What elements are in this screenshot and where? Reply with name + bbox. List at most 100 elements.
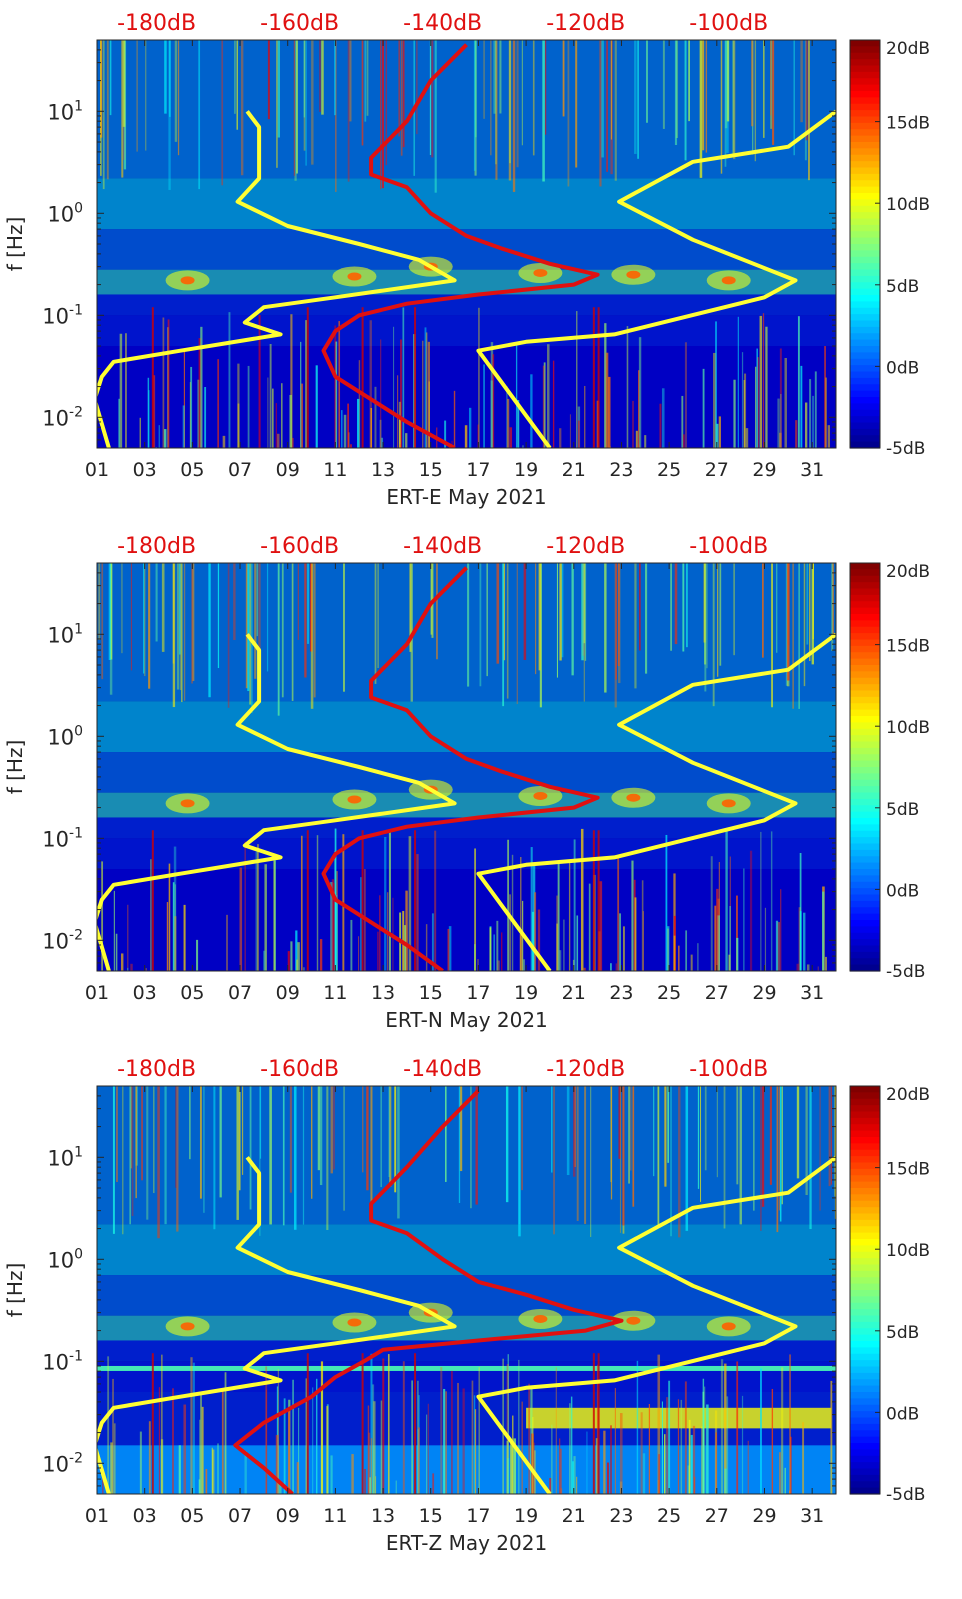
colorbar-tick-label: 5dB <box>886 800 919 820</box>
x-axis-label: ERT-N May 2021 <box>385 1008 548 1032</box>
x-tick-label: 11 <box>323 982 347 1004</box>
colorbar-tick-label: 15dB <box>886 1160 930 1180</box>
y-axis-label: f [Hz] <box>3 740 27 795</box>
x-tick-label: 17 <box>466 982 490 1004</box>
x-tick-label: 03 <box>133 982 157 1004</box>
x-tick-label: 31 <box>800 982 824 1004</box>
top-scale-label: -100dB <box>689 534 768 559</box>
x-tick-label: 29 <box>752 1505 776 1527</box>
colorbar-tick-label: 20dB <box>886 39 930 59</box>
colorbar-tick-label: 15dB <box>886 114 930 134</box>
x-tick-label: 05 <box>180 1505 204 1527</box>
top-scale-label: -160dB <box>260 11 339 36</box>
noise-model-curve-2 <box>476 632 836 971</box>
colorbar-tick-label: -5dB <box>886 962 925 982</box>
x-tick-label: 01 <box>85 459 109 481</box>
y-tick-label: 100 <box>47 200 83 226</box>
spectral-curve-3 <box>321 566 600 971</box>
spectral-curve-3 <box>233 1089 624 1494</box>
noise-model-curve-2 <box>476 1155 836 1494</box>
spectrogram-panel-2: 01 03 05 07 09 11 13 15 17 19 21 23 25 27 29 31 10-2 10-1… <box>3 534 930 1032</box>
x-tick-label: 21 <box>562 1505 586 1527</box>
y-tick-label: 10-1 <box>42 825 83 851</box>
x-tick-label: 15 <box>419 982 443 1004</box>
x-tick-label: 11 <box>323 1505 347 1527</box>
top-scale-label: -160dB <box>260 534 339 559</box>
y-axis-label: f [Hz] <box>3 217 27 272</box>
top-scale-label: -140dB <box>403 11 482 36</box>
y-tick-label: 10-1 <box>42 302 83 328</box>
x-tick-label: 23 <box>609 982 633 1004</box>
x-axis-label: ERT-E May 2021 <box>386 485 546 509</box>
spectrogram-panel-1: 01 03 05 07 09 11 13 15 17 19 21 23 25 27 29 31 10-2 10-1… <box>3 11 930 509</box>
colorbar: 20dB 15dB 10dB 5dB 0dB -5dB <box>849 562 930 982</box>
y-tick-label: 101 <box>47 1144 83 1170</box>
colorbar-tick-label: 0dB <box>886 1404 919 1424</box>
spectrogram-heatmap <box>97 1086 836 1494</box>
x-tick-label: 29 <box>752 459 776 481</box>
noise-model-curve-1 <box>97 633 457 971</box>
spectrogram-panel-3: 01 03 05 07 09 11 13 15 17 19 21 23 25 27 29 31 10-2 10-1… <box>3 1057 930 1555</box>
x-tick-label: 11 <box>323 459 347 481</box>
x-tick-label: 07 <box>228 982 252 1004</box>
colorbar-tick-label: 10dB <box>886 718 930 738</box>
x-tick-label: 09 <box>276 459 300 481</box>
x-tick-label: 15 <box>419 1505 443 1527</box>
x-tick-label: 27 <box>705 459 729 481</box>
x-tick-label: 13 <box>371 1505 395 1527</box>
y-axis-label: f [Hz] <box>3 1263 27 1318</box>
noise-model-curve-2 <box>476 109 836 448</box>
x-tick-label: 15 <box>419 459 443 481</box>
y-tick-label: 100 <box>47 723 83 749</box>
colorbar-tick-label: 0dB <box>886 881 919 901</box>
x-tick-label: 29 <box>752 982 776 1004</box>
x-tick-label: 19 <box>514 1505 538 1527</box>
x-tick-label: 03 <box>133 1505 157 1527</box>
x-tick-label: 13 <box>371 982 395 1004</box>
colorbar-tick-label: 20dB <box>886 562 930 582</box>
x-tick-label: 23 <box>609 459 633 481</box>
top-scale-label: -100dB <box>689 11 768 36</box>
x-tick-label: 01 <box>85 982 109 1004</box>
colorbar-tick-label: 0dB <box>886 358 919 378</box>
colorbar-tick-label: -5dB <box>886 439 925 459</box>
x-tick-label: 05 <box>180 982 204 1004</box>
x-tick-label: 27 <box>705 982 729 1004</box>
x-tick-label: 09 <box>276 1505 300 1527</box>
y-tick-label: 100 <box>47 1246 83 1272</box>
x-tick-label: 13 <box>371 459 395 481</box>
colorbar-tick-label: 5dB <box>886 1323 919 1343</box>
x-tick-label: 25 <box>657 459 681 481</box>
colorbar-tick-label: 10dB <box>886 195 930 215</box>
y-tick-label: 10-1 <box>42 1348 83 1374</box>
colorbar-tick-label: 5dB <box>886 277 919 297</box>
spectrogram-heatmap <box>97 40 836 448</box>
spectrogram-heatmap <box>97 563 836 971</box>
top-scale-label: -140dB <box>403 1057 482 1082</box>
spectral-curve-3 <box>321 43 600 448</box>
noise-model-curve-1 <box>97 110 457 448</box>
x-tick-label: 21 <box>562 982 586 1004</box>
noise-model-curve-1 <box>97 1156 457 1494</box>
y-tick-label: 10-2 <box>42 404 83 430</box>
x-tick-label: 03 <box>133 459 157 481</box>
x-tick-label: 21 <box>562 459 586 481</box>
x-tick-label: 25 <box>657 982 681 1004</box>
colorbar: 20dB 15dB 10dB 5dB 0dB -5dB <box>849 1085 930 1505</box>
y-tick-label: 10-2 <box>42 1450 83 1476</box>
colorbar-tick-label: -5dB <box>886 1485 925 1505</box>
y-tick-label: 10-2 <box>42 927 83 953</box>
colorbar: 20dB 15dB 10dB 5dB 0dB -5dB <box>849 39 930 459</box>
top-scale-label: -120dB <box>546 534 625 559</box>
x-tick-label: 31 <box>800 1505 824 1527</box>
x-tick-label: 25 <box>657 1505 681 1527</box>
x-tick-label: 17 <box>466 1505 490 1527</box>
x-tick-label: 19 <box>514 459 538 481</box>
top-scale-label: -180dB <box>117 1057 196 1082</box>
x-tick-label: 17 <box>466 459 490 481</box>
y-tick-label: 101 <box>47 621 83 647</box>
top-scale-label: -160dB <box>260 1057 339 1082</box>
x-axis-label: ERT-Z May 2021 <box>386 1531 547 1555</box>
x-tick-label: 01 <box>85 1505 109 1527</box>
